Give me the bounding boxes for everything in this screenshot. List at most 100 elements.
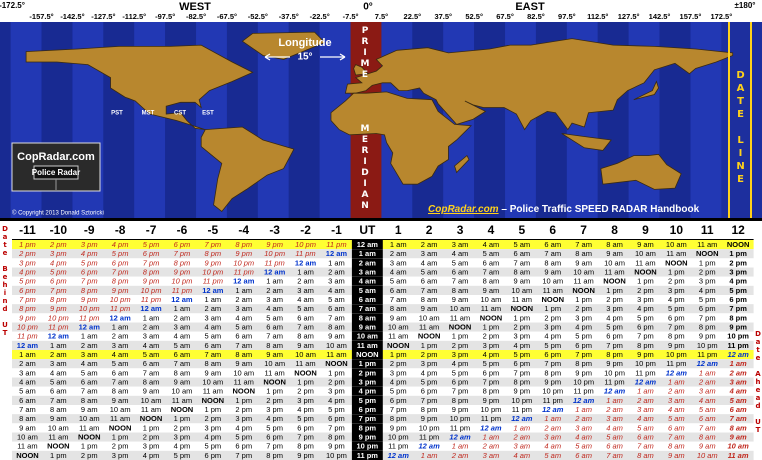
lon-label: -37.5° [279, 12, 299, 21]
time-cell: 9 pm [235, 249, 252, 258]
time-cell: 3 am [514, 442, 531, 451]
column-header: -6 [177, 223, 188, 237]
time-cell: 3 am [19, 368, 36, 377]
lon-label: 37.5° [434, 12, 452, 21]
time-cell: 7 am [328, 313, 345, 322]
time-cell: 9 pm [50, 304, 67, 313]
time-cell: NOON [233, 387, 256, 396]
time-cell: 1 pm [328, 368, 345, 377]
time-cell: 3 pm [514, 332, 531, 341]
lon-label: -82.5° [186, 12, 206, 21]
time-cell: 12 am [388, 451, 410, 460]
time-cell: 8 pm [50, 295, 67, 304]
time-cell: 10 pm [79, 304, 100, 313]
time-cell: 5 am [205, 332, 222, 341]
time-cell: 11 am [697, 240, 717, 249]
time-cell: 1 pm [205, 405, 222, 414]
time-cell: 5 am [421, 268, 438, 277]
time-cell: 10 pm [326, 451, 347, 460]
column-header: 10 [670, 223, 684, 237]
time-cell: NOON [16, 451, 39, 460]
time-cell: 9 am [452, 295, 469, 304]
time-cell: 11 am [17, 442, 37, 451]
time-cell: NOON [325, 359, 348, 368]
time-cell: 11 am [481, 304, 501, 313]
time-cell: 1 pm [235, 396, 252, 405]
date-line-label: DATE LINE [735, 70, 746, 187]
time-cell: NOON [418, 332, 441, 341]
time-cell: 10 am [17, 433, 38, 442]
time-cell: 1 am [514, 423, 531, 432]
ut-cell [351, 249, 383, 259]
time-cell: 1 am [235, 286, 252, 295]
time-cell: 3 pm [205, 423, 222, 432]
time-cell: 11 am [666, 249, 686, 258]
column-header: -3 [269, 223, 280, 237]
time-cell: 8 pm [668, 332, 685, 341]
time-cell: 7 am [575, 240, 592, 249]
time-cell: 3 pm [235, 414, 252, 423]
time-cell: 11 pm [357, 451, 379, 460]
time-cell: 3 pm [699, 277, 716, 286]
time-cell: 9 pm [421, 414, 438, 423]
time-cell: 4 pm [143, 451, 160, 460]
time-cell: 1 pm [50, 451, 67, 460]
time-cell: 4 am [421, 258, 438, 267]
land [561, 133, 612, 151]
land [25, 44, 254, 130]
time-cell: 10 pm [172, 277, 193, 286]
time-cell: 2 pm [575, 304, 592, 313]
time-cell: 10 pm [573, 378, 594, 387]
time-cell: 12 am [542, 405, 564, 414]
time-cell: 1 pm [390, 350, 407, 359]
time-cell: 11 am [110, 414, 130, 423]
time-cell: 1 am [483, 433, 500, 442]
time-cell: 9 am [421, 304, 438, 313]
time-cell: 9 am [19, 423, 36, 432]
time-cell: 12 am [666, 368, 688, 377]
time-cell: 2 pm [544, 313, 561, 322]
column-header: 2 [426, 223, 433, 237]
time-cell: 1 am [297, 268, 314, 277]
time-cell: 6 pm [112, 258, 129, 267]
time-cell: 5 am [359, 286, 376, 295]
time-cell: 4 am [668, 405, 685, 414]
time-cell: 5 am [328, 295, 345, 304]
time-cell: 11 pm [203, 277, 223, 286]
time-cell: 8 pm [452, 396, 469, 405]
land [454, 154, 470, 174]
time-cell: 11 am [79, 423, 99, 432]
time-cell: 2 pm [421, 350, 438, 359]
time-cell: NOON [202, 396, 225, 405]
time-cell: 10 pm [419, 423, 440, 432]
west-label: WEST [179, 1, 211, 13]
zone-label: EST [202, 111, 214, 117]
time-cell: 11 am [728, 451, 749, 460]
time-cell: 7 am [514, 258, 531, 267]
time-cell: 8 pm [112, 277, 129, 286]
time-cell: 10 pm [635, 359, 656, 368]
time-cell: 5 pm [637, 313, 654, 322]
time-cell: 2 pm [112, 442, 129, 451]
time-cell: 1 pm [359, 359, 377, 368]
time-cell: 11 am [295, 359, 315, 368]
time-cell: 6 pm [143, 249, 160, 258]
time-cell: 6 pm [575, 341, 592, 350]
time-cell: 2 am [235, 295, 252, 304]
time-cell: 8 pm [729, 313, 747, 322]
time-cell: 4 pm [50, 258, 67, 267]
time-cell: 9 am [50, 414, 67, 423]
column-header: -2 [300, 223, 311, 237]
time-cell: 5 pm [359, 396, 377, 405]
time-cell: 10 pm [666, 350, 687, 359]
time-cell: 1 am [112, 323, 129, 332]
time-cell: 5 am [174, 341, 191, 350]
time-cell: 9 pm [143, 277, 160, 286]
time-cell: 5 pm [112, 249, 129, 258]
time-cell: 7 pm [50, 286, 67, 295]
time-cell: NOON [603, 277, 626, 286]
time-cell: 5 pm [452, 368, 469, 377]
time-cell: 9 pm [81, 295, 98, 304]
time-cell: 10 pm [388, 433, 409, 442]
column-header: -8 [115, 223, 126, 237]
